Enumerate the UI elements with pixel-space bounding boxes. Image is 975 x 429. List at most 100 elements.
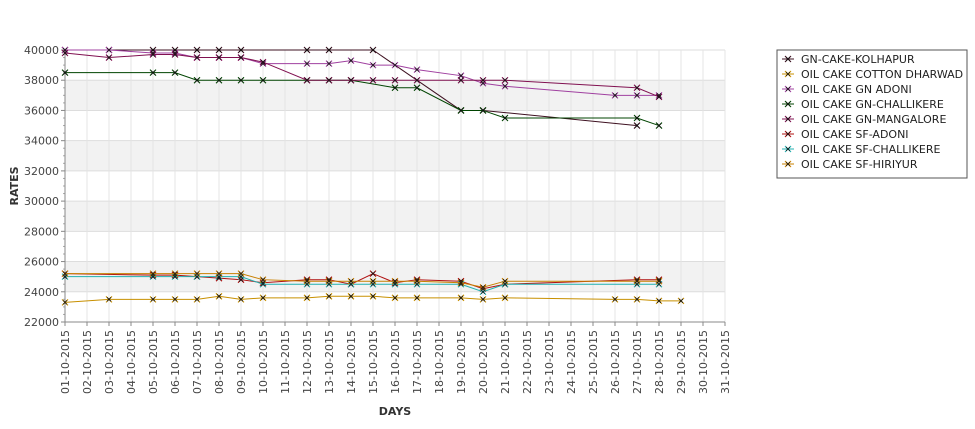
data-point-marker-core [392, 77, 398, 83]
data-point-marker-core [260, 77, 266, 83]
data-point-marker-core [172, 70, 178, 75]
data-point-marker-core [172, 52, 178, 57]
data-point-marker-core [216, 271, 222, 276]
x-tick-label: 19-10-2015 [455, 330, 468, 394]
legend-label: OIL CAKE COTTON DHARWAD [801, 68, 963, 81]
data-point-marker-core [348, 294, 354, 299]
x-tick-label: 04-10-2015 [125, 330, 138, 394]
x-tick-label: 28-10-2015 [653, 330, 666, 394]
y-tick-label: 22000 [24, 316, 59, 329]
y-tick-label: 30000 [24, 195, 59, 208]
data-point-marker-core [480, 77, 486, 83]
data-point-marker-core [304, 295, 310, 301]
legend-item: OIL CAKE SF-ADONI [782, 128, 909, 141]
data-point-marker-core [392, 85, 398, 91]
data-point-marker-core [150, 52, 156, 57]
x-tick-label: 02-10-2015 [81, 330, 94, 394]
x-tick-label: 29-10-2015 [675, 330, 688, 394]
legend-marker-core [785, 116, 791, 122]
legend-marker-core [785, 146, 791, 152]
data-point-marker-core [502, 83, 508, 89]
data-point-marker-core [304, 61, 310, 66]
legend-item: OIL CAKE GN-MANGALORE [782, 113, 946, 126]
legend-item: OIL CAKE GN-CHALLIKERE [782, 98, 944, 111]
data-point-marker-core [106, 47, 112, 53]
x-tick-label: 05-10-2015 [147, 330, 160, 394]
y-tick-label: 32000 [24, 165, 59, 178]
data-point-marker-core [392, 295, 398, 301]
legend: GN-CAKE-KOLHAPUR OIL CAKE COTTON DHARWAD O… [776, 49, 968, 179]
legend-item: OIL CAKE GN ADONI [782, 83, 912, 96]
data-point-marker-core [634, 115, 640, 121]
x-tick-label: 18-10-2015 [433, 330, 446, 394]
data-point-marker-core [62, 50, 68, 56]
data-point-marker-core [502, 115, 508, 121]
data-point-marker-core [656, 278, 662, 284]
data-point-marker-core [458, 295, 464, 301]
data-point-marker-core [414, 77, 420, 83]
data-point-marker-core [458, 77, 464, 83]
data-point-marker-core [304, 278, 310, 284]
data-point-marker-core [370, 62, 376, 68]
x-tick-label: 26-10-2015 [609, 330, 622, 394]
data-point-marker-core [238, 55, 244, 60]
x-tick-label: 20-10-2015 [477, 330, 490, 394]
x-tick-label: 11-10-2015 [279, 330, 292, 394]
data-point-marker-core [502, 77, 508, 83]
data-point-marker-core [656, 298, 662, 304]
data-point-marker-core [414, 85, 420, 91]
series-line [65, 276, 659, 293]
data-point-marker-core [172, 297, 178, 302]
data-point-marker-core [216, 294, 222, 299]
legend-marker-core [785, 101, 791, 107]
data-point-marker-core [304, 47, 310, 53]
data-point-marker-core [414, 67, 420, 72]
legend-marker-core [785, 56, 791, 62]
data-point-marker-core [348, 278, 354, 284]
data-point-marker-core [62, 271, 68, 276]
x-tick-label: 07-10-2015 [191, 330, 204, 394]
y-tick-label: 34000 [24, 135, 59, 148]
data-point-marker-core [150, 297, 156, 302]
data-point-marker-core [238, 271, 244, 276]
x-tick-label: 15-10-2015 [367, 330, 380, 394]
data-point-marker-core [194, 297, 200, 302]
data-point-marker-core [678, 298, 684, 304]
legend-marker-core [785, 161, 791, 167]
y-tick-label: 26000 [24, 256, 59, 269]
data-point-marker-core [634, 93, 640, 98]
data-point-marker-core [612, 297, 618, 302]
x-tick-label: 25-10-2015 [587, 330, 600, 394]
data-point-marker-core [348, 58, 354, 63]
data-point-marker-core [238, 297, 244, 302]
data-point-marker-core [480, 284, 486, 290]
x-tick-label: 17-10-2015 [411, 330, 424, 394]
legend-item: OIL CAKE SF-HIRIYUR [782, 158, 918, 171]
data-point-marker-core [238, 47, 244, 53]
data-point-marker-core [634, 85, 640, 91]
data-point-marker-core [414, 278, 420, 284]
legend-marker-core [785, 131, 791, 137]
x-tick-label: 24-10-2015 [565, 330, 578, 394]
legend-box [776, 49, 968, 179]
data-point-marker-core [304, 77, 310, 83]
x-tick-label: 12-10-2015 [301, 330, 314, 394]
y-axis-title: RATES [8, 166, 21, 205]
grid-lines [64, 49, 726, 323]
legend-label: OIL CAKE SF-ADONI [801, 128, 909, 141]
legend-item: GN-CAKE-KOLHAPUR [782, 53, 915, 66]
x-tick-label: 14-10-2015 [345, 330, 358, 394]
series-7 [61, 270, 663, 291]
data-point-marker-core [326, 294, 332, 299]
data-point-marker-core [194, 55, 200, 60]
data-point-marker-core [326, 278, 332, 284]
data-point-marker-core [458, 280, 464, 285]
x-axis-title: DAYS [379, 405, 412, 418]
data-point-marker-core [348, 77, 354, 83]
data-point-marker-core [260, 277, 266, 282]
x-tick-label: 27-10-2015 [631, 330, 644, 394]
x-tick-label: 30-10-2015 [697, 330, 710, 394]
data-point-marker-core [194, 47, 200, 53]
x-tick-label: 16-10-2015 [389, 330, 402, 394]
legend-item: OIL CAKE SF-CHALLIKERE [782, 143, 940, 156]
